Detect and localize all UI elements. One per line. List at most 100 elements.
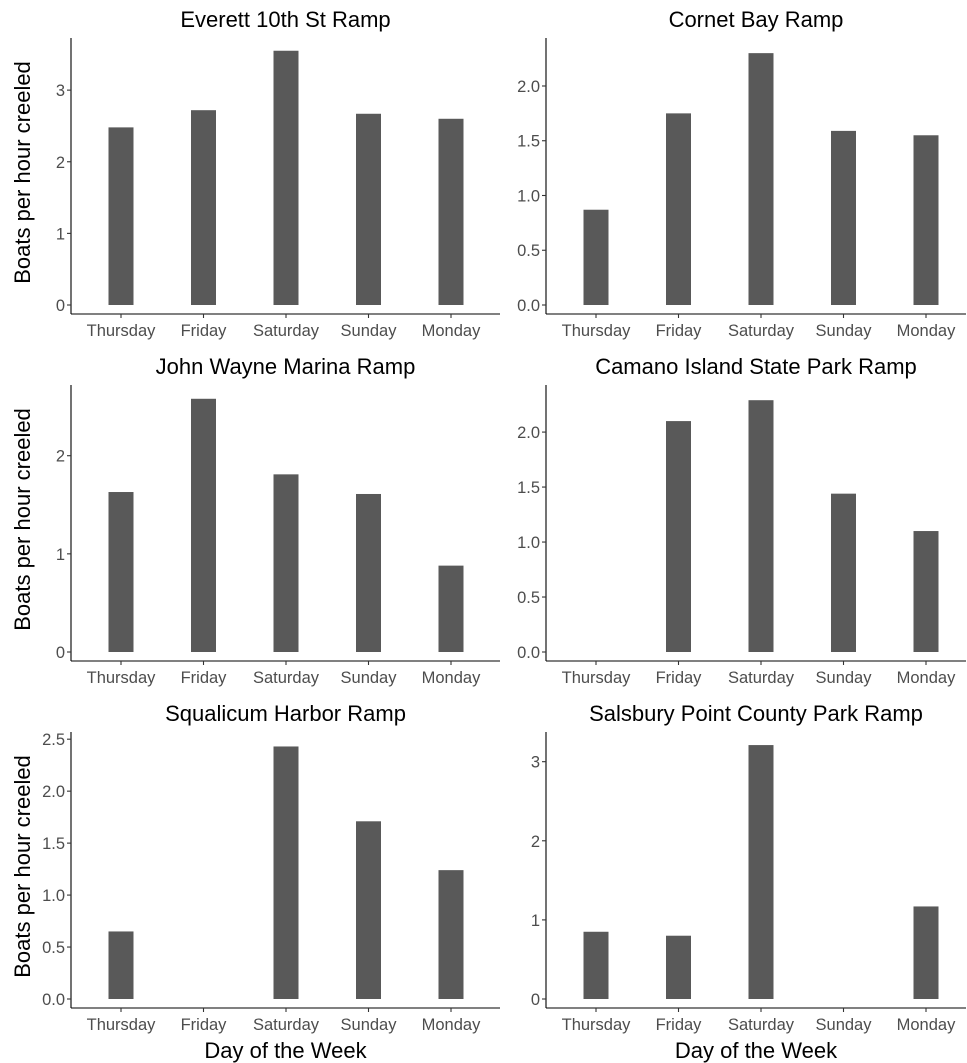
bar-thursday bbox=[108, 492, 134, 652]
x-tick-label-saturday: Saturday bbox=[253, 1016, 320, 1034]
y-tick-label: 0.5 bbox=[517, 589, 540, 607]
x-tick-label-thursday: Thursday bbox=[562, 1016, 632, 1034]
x-tick-label-monday: Monday bbox=[422, 669, 481, 687]
bar-monday bbox=[438, 565, 464, 652]
y-axis-title: Boats per hour creeled bbox=[10, 61, 35, 284]
bar-sunday bbox=[356, 113, 381, 306]
bar-saturday bbox=[748, 745, 774, 999]
chart-panel-2: Cornet Bay Ramp 0.0 0.5 1.0 1.5 2.0 Thursday Fr… bbox=[517, 7, 966, 340]
bar-monday bbox=[913, 531, 939, 652]
y-tick-label: 2 bbox=[56, 448, 65, 466]
bar-saturday bbox=[273, 746, 299, 999]
x-tick-label-sunday: Sunday bbox=[341, 669, 398, 687]
x-tick-label-saturday: Saturday bbox=[728, 322, 795, 340]
bar-sunday bbox=[356, 821, 381, 999]
x-tick-label-friday: Friday bbox=[656, 1016, 703, 1034]
bar-friday bbox=[666, 113, 691, 305]
bar-friday bbox=[191, 110, 216, 306]
chart-panel-6: Salsbury Point County Park Ramp 0 1 2 3 Thurs… bbox=[531, 701, 966, 1063]
bar-saturday bbox=[748, 53, 774, 305]
y-axis-title: Boats per hour creeled bbox=[10, 408, 35, 631]
x-tick-label-monday: Monday bbox=[897, 669, 956, 687]
bar-monday bbox=[913, 135, 939, 305]
y-tick-label: 2.0 bbox=[517, 78, 540, 96]
x-tick-label-thursday: Thursday bbox=[562, 322, 632, 340]
bar-thursday bbox=[583, 931, 609, 999]
x-tick-label-friday: Friday bbox=[656, 669, 703, 687]
bar-friday bbox=[191, 398, 216, 652]
x-tick-label-monday: Monday bbox=[422, 1016, 481, 1034]
chart-panel-3: John Wayne Marina Ramp 0 1 2 Thursday Friday S… bbox=[10, 354, 500, 687]
panel-title: Everett 10th St Ramp bbox=[180, 7, 390, 32]
bar-sunday bbox=[356, 493, 381, 652]
x-tick-label-monday: Monday bbox=[897, 1016, 956, 1034]
bar-thursday bbox=[108, 931, 134, 999]
x-tick-label-sunday: Sunday bbox=[341, 322, 398, 340]
y-axis-title: Boats per hour creeled bbox=[10, 755, 35, 978]
y-tick-label: 1.0 bbox=[42, 887, 65, 905]
y-tick-label: 1.0 bbox=[517, 187, 540, 205]
y-tick-label: 2 bbox=[56, 154, 65, 172]
y-tick-label: 0 bbox=[531, 991, 540, 1009]
x-axis-title: Day of the Week bbox=[675, 1038, 838, 1063]
y-tick-label: 2 bbox=[531, 833, 540, 851]
bar-friday bbox=[666, 421, 691, 652]
bar-sunday bbox=[831, 493, 856, 652]
y-tick-label: 2.0 bbox=[42, 783, 65, 801]
x-tick-label-friday: Friday bbox=[181, 322, 228, 340]
panel-title: Squalicum Harbor Ramp bbox=[165, 701, 406, 726]
x-tick-label-sunday: Sunday bbox=[816, 1016, 873, 1034]
x-tick-label-thursday: Thursday bbox=[87, 669, 157, 687]
bar-friday bbox=[666, 935, 691, 999]
y-tick-label: 0.5 bbox=[517, 242, 540, 260]
bar-saturday bbox=[273, 50, 299, 306]
x-tick-label-sunday: Sunday bbox=[341, 1016, 398, 1034]
chart-panel-4: Camano Island State Park Ramp 0.0 0.5 1.0 1.… bbox=[517, 354, 966, 687]
x-tick-label-thursday: Thursday bbox=[562, 669, 632, 687]
panel-title: Salsbury Point County Park Ramp bbox=[589, 701, 923, 726]
x-tick-label-saturday: Saturday bbox=[728, 1016, 795, 1034]
x-tick-label-monday: Monday bbox=[897, 322, 956, 340]
y-tick-label: 2.5 bbox=[42, 731, 65, 749]
bar-monday bbox=[438, 870, 464, 999]
y-tick-label: 1 bbox=[56, 225, 65, 243]
y-tick-label: 1.5 bbox=[517, 479, 540, 497]
y-tick-label: 1.5 bbox=[42, 835, 65, 853]
x-tick-label-saturday: Saturday bbox=[253, 322, 320, 340]
y-tick-label: 1 bbox=[56, 546, 65, 564]
panel-title: Cornet Bay Ramp bbox=[669, 7, 844, 32]
x-axis-title: Day of the Week bbox=[204, 1038, 367, 1063]
x-tick-label-saturday: Saturday bbox=[728, 669, 795, 687]
panel-title: Camano Island State Park Ramp bbox=[595, 354, 917, 379]
x-tick-label-thursday: Thursday bbox=[87, 322, 157, 340]
x-tick-label-thursday: Thursday bbox=[87, 1016, 157, 1034]
x-tick-label-sunday: Sunday bbox=[816, 322, 873, 340]
bar-thursday bbox=[108, 127, 134, 305]
bar-saturday bbox=[748, 400, 774, 652]
chart-panel-1: Everett 10th St Ramp 0 1 2 3 Thursday Friday Sa… bbox=[10, 7, 500, 340]
y-tick-label: 0 bbox=[56, 644, 65, 662]
y-tick-label: 1 bbox=[531, 912, 540, 930]
y-tick-label: 3 bbox=[56, 82, 65, 100]
x-tick-label-monday: Monday bbox=[422, 322, 481, 340]
y-tick-label: 0.0 bbox=[42, 991, 65, 1009]
y-tick-label: 1.0 bbox=[517, 534, 540, 552]
x-tick-label-friday: Friday bbox=[181, 1016, 228, 1034]
y-tick-label: 0.0 bbox=[517, 644, 540, 662]
x-tick-label-friday: Friday bbox=[656, 322, 703, 340]
bar-monday bbox=[438, 118, 464, 305]
y-tick-label: 2.0 bbox=[517, 424, 540, 442]
bar-saturday bbox=[273, 474, 299, 652]
bar-thursday bbox=[583, 209, 609, 305]
bar-sunday bbox=[831, 130, 856, 305]
panel-title: John Wayne Marina Ramp bbox=[156, 354, 416, 379]
bar-monday bbox=[913, 906, 939, 999]
y-tick-label: 1.5 bbox=[517, 133, 540, 151]
y-tick-label: 3 bbox=[531, 754, 540, 772]
chart-panel-5: Squalicum Harbor Ramp 0.0 0.5 1.0 1.5 2.0 2.5 T… bbox=[10, 701, 500, 1063]
x-tick-label-sunday: Sunday bbox=[816, 669, 873, 687]
y-tick-label: 0.0 bbox=[517, 297, 540, 315]
y-tick-label: 0.5 bbox=[42, 939, 65, 957]
x-tick-label-saturday: Saturday bbox=[253, 669, 320, 687]
